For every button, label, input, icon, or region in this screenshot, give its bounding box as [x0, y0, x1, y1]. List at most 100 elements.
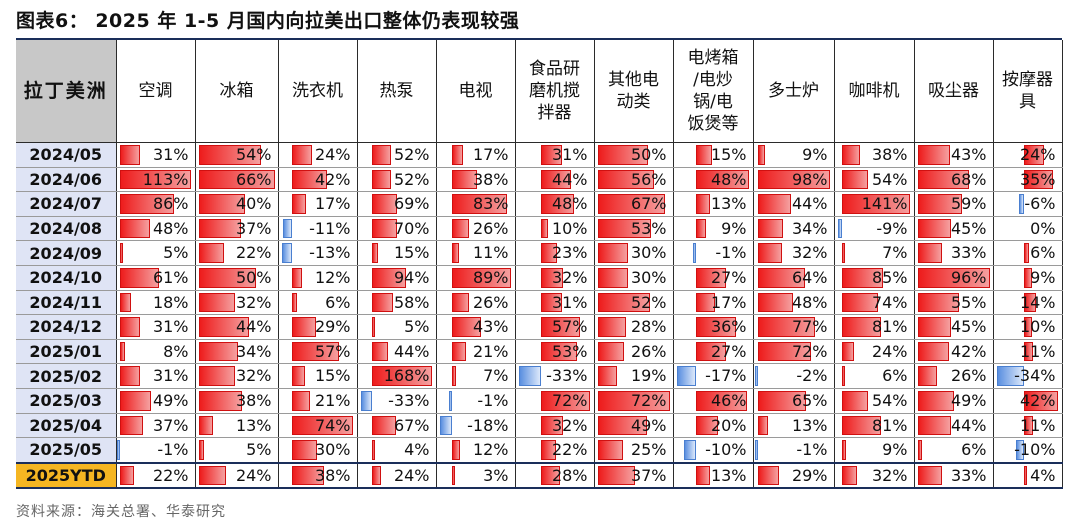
- data-cell: 31%: [515, 142, 595, 168]
- negative-bar: [837, 218, 842, 239]
- data-cell: 42%: [278, 167, 358, 193]
- positive-bar: [695, 341, 726, 362]
- positive-bar: [757, 169, 831, 190]
- value-label: 23%: [551, 243, 588, 263]
- value-label: -2%: [796, 366, 828, 386]
- column-header-line: 拌器: [537, 103, 572, 123]
- value-label: 94%: [393, 267, 430, 287]
- positive-bar: [1024, 465, 1028, 486]
- positive-bar: [198, 169, 275, 190]
- positive-bar: [451, 366, 457, 386]
- value-label: 6%: [325, 292, 351, 312]
- data-cell: 13%: [753, 413, 835, 439]
- value-label: 31%: [152, 317, 189, 337]
- value-label: 5%: [404, 317, 430, 337]
- value-label: 43%: [950, 145, 987, 164]
- value-label: 36%: [710, 317, 747, 337]
- column-header-line: 动类: [616, 92, 651, 112]
- data-cell: 17%: [278, 191, 358, 217]
- data-cell: 70%: [357, 216, 437, 242]
- data-cell: -33%: [515, 363, 595, 389]
- header-row: 拉丁美洲 空调 冰箱 洗衣机 热泵 电视 食品研 磨机搅 拌器 其他电 动类 电烤箱/电炒 锅/电 饭煲…: [16, 40, 1063, 143]
- data-cell: 49%: [594, 413, 674, 439]
- data-cell: 66%: [195, 167, 279, 193]
- data-cell: 34%: [195, 339, 279, 365]
- positive-bar: [451, 341, 466, 362]
- data-cell: 26%: [436, 216, 516, 242]
- positive-bar: [372, 292, 394, 313]
- positive-bar: [917, 169, 969, 190]
- positive-bar: [292, 267, 303, 288]
- value-label: 48%: [551, 194, 588, 214]
- positive-bar: [917, 415, 951, 436]
- value-label: 58%: [393, 292, 430, 312]
- positive-bar: [1024, 317, 1033, 337]
- table-row: 2024/11 18% 32% 6% 58% 26% 31% 52% 17% 48% 74% 55% 1…: [16, 290, 1063, 316]
- value-label: 14%: [1019, 292, 1056, 312]
- data-cell: 50%: [195, 265, 279, 291]
- value-label: 4%: [1030, 465, 1056, 485]
- value-label: 24%: [1019, 145, 1056, 164]
- positive-bar: [757, 390, 807, 411]
- data-cell: -11%: [278, 216, 358, 242]
- data-cell: 20%: [673, 413, 754, 439]
- data-cell: 57%: [278, 339, 358, 365]
- data-cell: 38%: [436, 167, 516, 193]
- positive-bar: [757, 341, 812, 362]
- data-cell: 85%: [834, 265, 915, 291]
- positive-bar: [597, 390, 670, 411]
- positive-bar: [198, 341, 238, 362]
- negative-bar: [996, 366, 1025, 386]
- data-cell: 54%: [834, 167, 915, 193]
- column-header-5: 电视: [436, 40, 516, 143]
- column-header-line: 饭煲等: [687, 114, 739, 134]
- data-cell: 10%: [993, 314, 1063, 340]
- value-label: 59%: [950, 194, 987, 214]
- positive-bar: [695, 317, 736, 337]
- positive-bar: [695, 390, 748, 411]
- data-cell: 24%: [357, 461, 437, 490]
- value-label: -1%: [477, 390, 509, 410]
- value-label: 30%: [314, 440, 351, 460]
- data-cell: 48%: [116, 216, 196, 242]
- value-label: -13%: [309, 243, 351, 263]
- value-label: 9%: [882, 440, 908, 460]
- data-cell: 38%: [195, 388, 279, 414]
- value-label: 31%: [152, 145, 189, 164]
- data-cell: 32%: [834, 461, 915, 490]
- value-label: 27%: [710, 267, 747, 287]
- data-cell: 22%: [116, 461, 196, 490]
- data-cell: 9%: [993, 265, 1063, 291]
- table-row: 2025/05 -1% 5% 30% 4% 12% 22% 25% -10% -1% 9% 6% -10…: [16, 437, 1063, 464]
- value-label: 38%: [472, 169, 509, 189]
- positive-bar: [695, 415, 719, 436]
- data-cell: 5%: [116, 240, 196, 266]
- positive-bar: [120, 194, 175, 214]
- period-label: 2024/08: [16, 216, 117, 242]
- positive-bar: [597, 415, 647, 436]
- data-cell: 3%: [436, 461, 516, 490]
- data-cell: 28%: [515, 461, 595, 490]
- value-label: -18%: [467, 415, 509, 435]
- value-label: 83%: [472, 194, 509, 214]
- column-header-line: 热泵: [379, 81, 414, 101]
- data-cell: 72%: [594, 388, 674, 414]
- positive-bar: [597, 145, 648, 165]
- positive-bar: [451, 317, 481, 337]
- positive-bar: [292, 317, 317, 337]
- data-cell: 43%: [914, 142, 994, 168]
- positive-bar: [597, 366, 617, 386]
- value-label: 24%: [393, 465, 430, 485]
- positive-bar: [597, 243, 628, 263]
- positive-bar: [917, 440, 922, 460]
- value-label: 13%: [235, 415, 272, 435]
- value-label: 10%: [551, 218, 588, 238]
- data-cell: 54%: [195, 142, 279, 168]
- value-label: 50%: [630, 145, 667, 164]
- positive-bar: [198, 366, 236, 386]
- positive-bar: [841, 465, 858, 486]
- value-label: -1%: [796, 440, 828, 460]
- value-label: 22%: [152, 465, 189, 485]
- positive-bar: [917, 218, 952, 239]
- value-label: 29%: [314, 317, 351, 337]
